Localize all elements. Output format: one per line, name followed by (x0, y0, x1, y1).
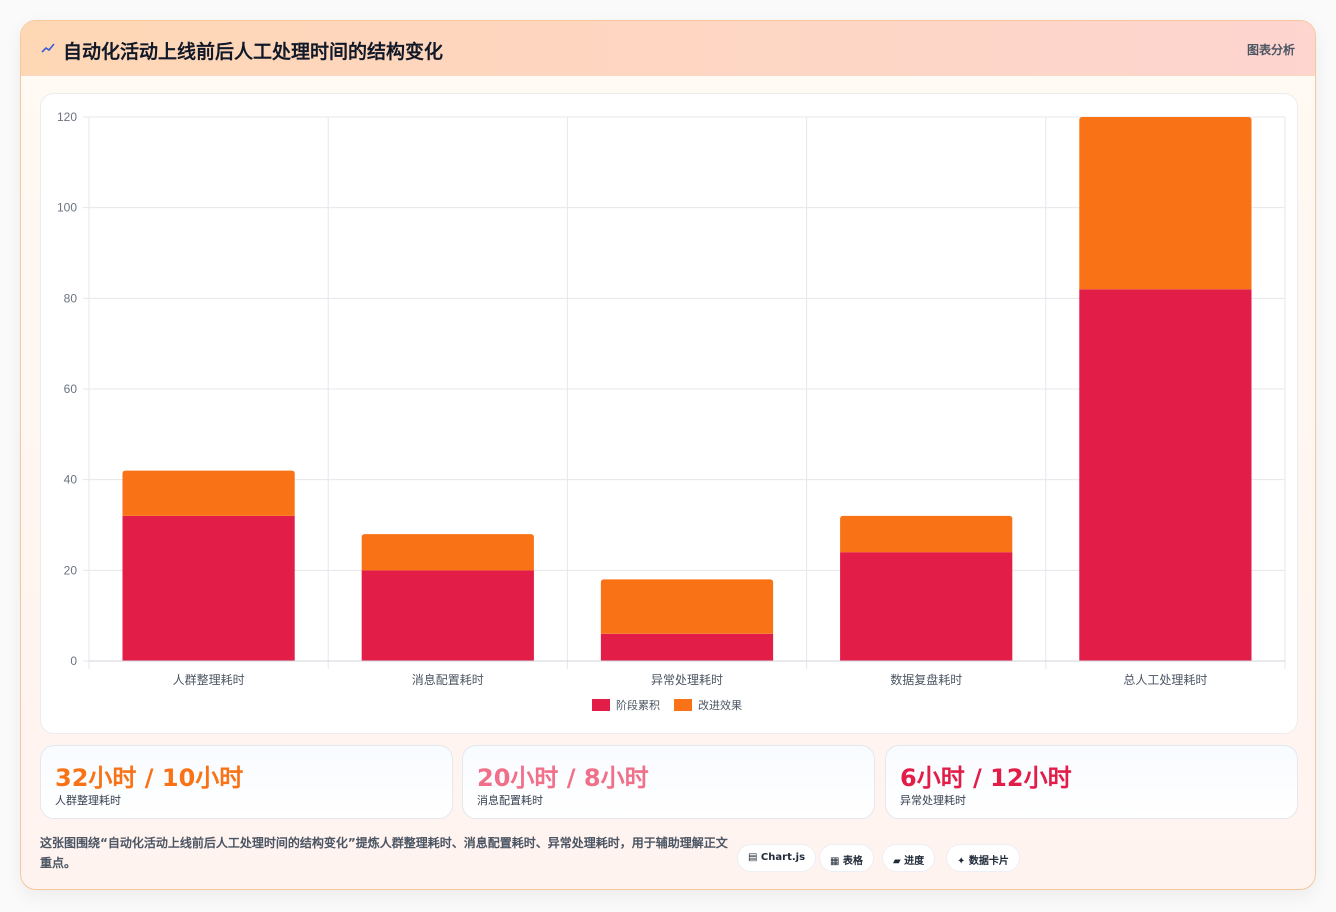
chip-progress[interactable]: ▰ 进度 (882, 844, 936, 872)
stat-label: 人群整理耗时 (55, 794, 121, 807)
y-tick-label: 80 (64, 291, 78, 305)
chart-panel: 0 20 40 60 80 100 120 人群整理耗时 消息配置耗时 异常处理耗时 数据复盘耗时 总… (40, 93, 1298, 734)
x-tick-label: 人群整理耗时 (173, 672, 245, 687)
bar-segment (1079, 117, 1252, 290)
x-tick-label: 消息配置耗时 (412, 672, 484, 687)
x-tick-label: 数据复盘耗时 (890, 672, 962, 687)
chip-table[interactable]: ▦ 表格 (819, 844, 874, 872)
bar-segment (840, 552, 1013, 661)
chart-description: 这张图围绕“自动化活动上线前后人工处理时间的结构变化”提炼人群整理耗时、消息配置… (40, 836, 728, 870)
x-tick-label: 异常处理耗时 (651, 673, 723, 687)
stat-value: 6小时 / 12小时 (900, 764, 1072, 792)
stat-value: 20小时 / 8小时 (477, 764, 649, 792)
chart-card: 自动化活动上线前后人工处理时间的结构变化 图表分析 0 20 40 60 80 100 12… (20, 20, 1316, 890)
y-tick-label: 0 (70, 654, 77, 668)
bar-segment (600, 579, 774, 634)
card-header: 自动化活动上线前后人工处理时间的结构变化 图表分析 (21, 21, 1315, 76)
legend-label: 阶段累积 (616, 698, 660, 712)
chip-data-cards[interactable]: ✦ 数据卡片 (946, 844, 1020, 872)
bar-segment (361, 534, 534, 571)
stat-value: 32小时 / 10小时 (55, 764, 244, 792)
bar-segment (840, 515, 1013, 553)
y-tick-label: 120 (57, 110, 77, 124)
y-tick-label: 100 (57, 201, 77, 215)
bar-segment (122, 470, 295, 516)
bar-segment (1079, 289, 1252, 661)
x-tick-label: 总人工处理耗时 (1123, 673, 1207, 687)
chart-analysis-tag: 图表分析 (1246, 43, 1295, 57)
stat-cards: 32小时 / 10小时 人群整理耗时 20小时 / 8小时 消息配置耗时 6小时… (40, 745, 1298, 819)
chart-line-icon (41, 43, 55, 53)
stat-card: 20小时 / 8小时 消息配置耗时 (462, 745, 875, 819)
legend-swatch (674, 699, 692, 711)
bar-segment (600, 633, 774, 661)
legend-swatch (592, 699, 610, 711)
bar-segment (361, 570, 534, 661)
stacked-bar-chart: 0 20 40 60 80 100 120 人群整理耗时 消息配置耗时 异常处理耗时 数据复盘耗时 总… (57, 110, 1286, 712)
y-tick-label: 60 (64, 382, 78, 396)
page-title: 自动化活动上线前后人工处理时间的结构变化 (63, 41, 444, 63)
stat-label: 消息配置耗时 (477, 794, 543, 807)
stat-label: 异常处理耗时 (900, 794, 966, 807)
y-tick-label: 40 (64, 473, 78, 487)
stat-card: 6小时 / 12小时 异常处理耗时 (885, 745, 1298, 819)
chip-chartjs[interactable]: ▤ Chart.js (737, 844, 817, 872)
y-tick-label: 20 (64, 563, 78, 577)
bar-segment (122, 515, 295, 661)
legend-label: 改进效果 (698, 698, 742, 712)
stat-card: 32小时 / 10小时 人群整理耗时 (40, 745, 453, 819)
